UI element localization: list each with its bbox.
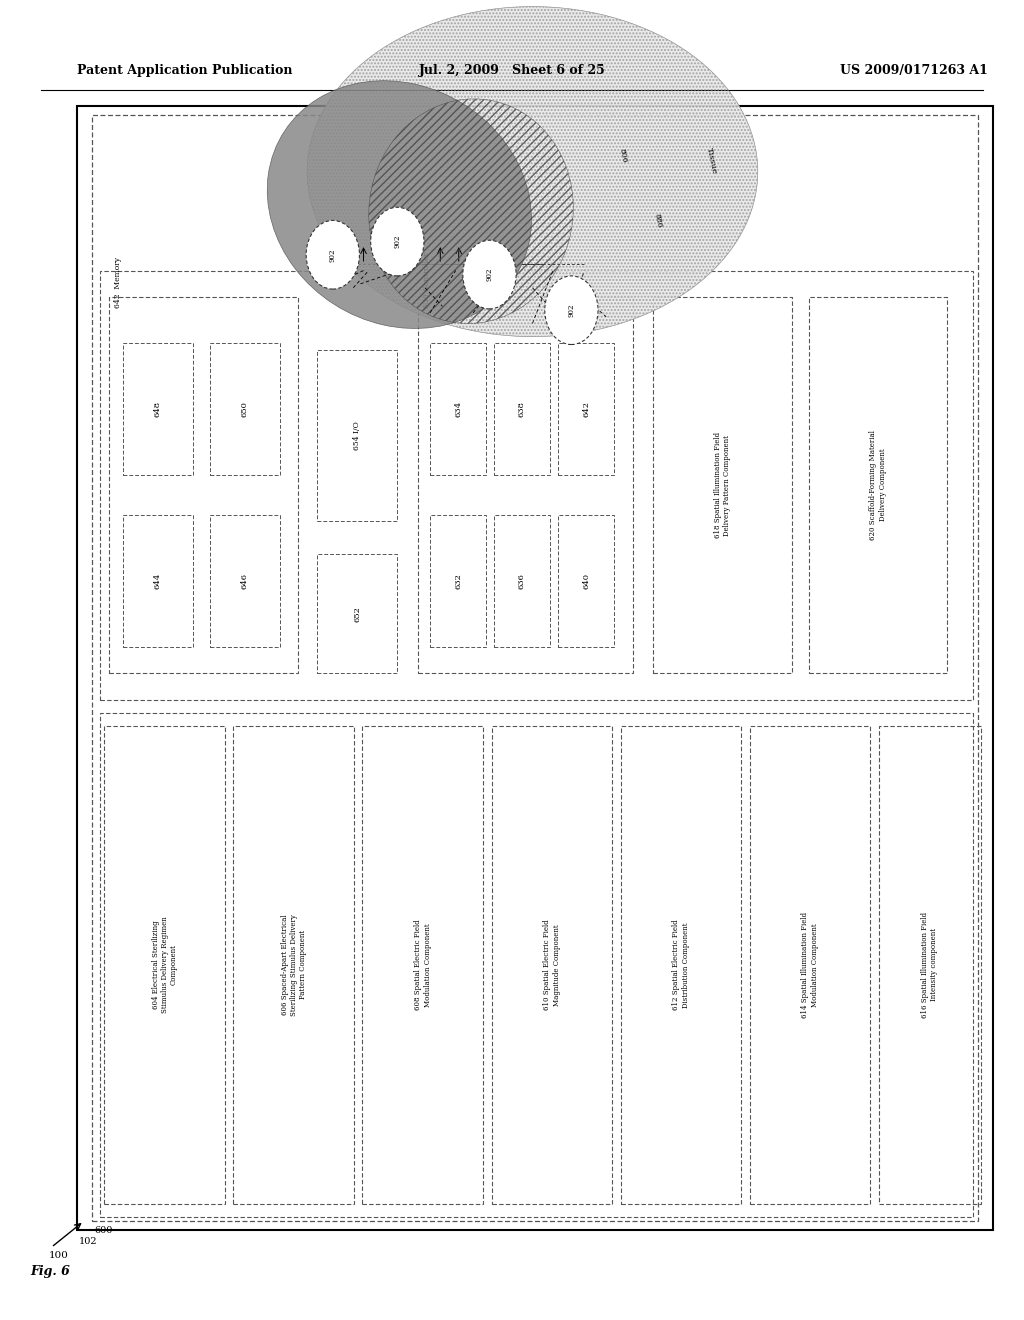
Bar bbox=[100, 271, 973, 700]
Text: 806: 806 bbox=[617, 148, 629, 164]
Bar bbox=[210, 343, 280, 475]
Ellipse shape bbox=[307, 7, 758, 337]
Bar bbox=[109, 297, 298, 673]
Text: 648: 648 bbox=[154, 401, 162, 417]
Bar bbox=[879, 726, 981, 1204]
Bar bbox=[750, 726, 870, 1204]
Bar bbox=[430, 343, 486, 475]
Text: 902: 902 bbox=[485, 268, 494, 281]
Bar bbox=[317, 350, 397, 521]
Text: 636: 636 bbox=[518, 573, 525, 589]
Text: 902: 902 bbox=[567, 304, 575, 317]
Bar bbox=[494, 515, 550, 647]
Text: US 2009/0171263 A1: US 2009/0171263 A1 bbox=[841, 63, 988, 77]
Text: 638: 638 bbox=[518, 401, 525, 417]
Text: 642: 642 bbox=[583, 401, 590, 417]
Bar bbox=[362, 726, 483, 1204]
Bar bbox=[653, 297, 792, 673]
Text: 640: 640 bbox=[583, 573, 590, 589]
Circle shape bbox=[371, 207, 424, 276]
Bar bbox=[558, 343, 614, 475]
Text: 902: 902 bbox=[329, 248, 337, 261]
Text: 618 Spatial Illumination Field
Delivery Pattern Component: 618 Spatial Illumination Field Delivery … bbox=[714, 432, 731, 539]
Bar bbox=[123, 515, 193, 647]
Text: 632: 632 bbox=[455, 573, 462, 589]
Text: 102: 102 bbox=[79, 1237, 97, 1246]
Bar bbox=[92, 115, 978, 1221]
Text: 600: 600 bbox=[94, 1226, 113, 1236]
Text: 650: 650 bbox=[241, 401, 249, 417]
Text: 652: 652 bbox=[353, 606, 361, 622]
Text: 610 Spatial Electric Field
Magnitude Component: 610 Spatial Electric Field Magnitude Com… bbox=[544, 920, 560, 1010]
Text: 646: 646 bbox=[241, 573, 249, 589]
Bar bbox=[809, 297, 947, 673]
Circle shape bbox=[545, 276, 598, 345]
Bar bbox=[418, 297, 633, 673]
Bar bbox=[100, 713, 973, 1217]
Text: Fig. 6: Fig. 6 bbox=[31, 1265, 71, 1278]
Text: 614 Spatial Illumination Field
Modulation Component: 614 Spatial Illumination Field Modulatio… bbox=[802, 912, 818, 1018]
Text: Jul. 2, 2009   Sheet 6 of 25: Jul. 2, 2009 Sheet 6 of 25 bbox=[419, 63, 605, 77]
Bar bbox=[430, 515, 486, 647]
Bar bbox=[210, 515, 280, 647]
Text: 100: 100 bbox=[49, 1251, 69, 1261]
Circle shape bbox=[463, 240, 516, 309]
Bar bbox=[233, 726, 354, 1204]
Bar bbox=[317, 554, 397, 673]
Text: 642  Memory: 642 Memory bbox=[114, 256, 122, 308]
Bar bbox=[621, 726, 741, 1204]
Text: 654 I/O: 654 I/O bbox=[353, 421, 361, 450]
Text: 630 Controller: 630 Controller bbox=[423, 251, 431, 308]
Text: 612 Spatial Electric Field
Distribution Component: 612 Spatial Electric Field Distribution … bbox=[673, 920, 689, 1010]
Text: Tissue: Tissue bbox=[705, 147, 718, 176]
Bar bbox=[494, 343, 550, 475]
Bar bbox=[492, 726, 612, 1204]
Text: 644: 644 bbox=[154, 573, 162, 589]
Bar bbox=[104, 726, 225, 1204]
Text: 604 Electrical Sterilizing
Stimulus Delivery Regimen
Component: 604 Electrical Sterilizing Stimulus Deli… bbox=[152, 916, 178, 1014]
Text: 616 Spatial Illumination Field
Intensity component: 616 Spatial Illumination Field Intensity… bbox=[922, 912, 938, 1018]
Text: 608 Spatial Electric Field
Modulation Component: 608 Spatial Electric Field Modulation Co… bbox=[415, 920, 431, 1010]
Bar bbox=[123, 343, 193, 475]
Ellipse shape bbox=[267, 81, 531, 329]
Text: Patent Application Publication: Patent Application Publication bbox=[77, 63, 292, 77]
Bar bbox=[558, 515, 614, 647]
Text: 902: 902 bbox=[393, 235, 401, 248]
Text: 606 Spaced-Apart Electrical
Sterilizing Stimulus Delivery
Pattern Component: 606 Spaced-Apart Electrical Sterilizing … bbox=[281, 913, 307, 1016]
Text: 620 Scaffold-Forming Material
Delivery Component: 620 Scaffold-Forming Material Delivery C… bbox=[869, 430, 887, 540]
Circle shape bbox=[306, 220, 359, 289]
Text: 634: 634 bbox=[455, 401, 462, 417]
Text: 886: 886 bbox=[652, 213, 664, 228]
Bar bbox=[77, 106, 993, 1230]
